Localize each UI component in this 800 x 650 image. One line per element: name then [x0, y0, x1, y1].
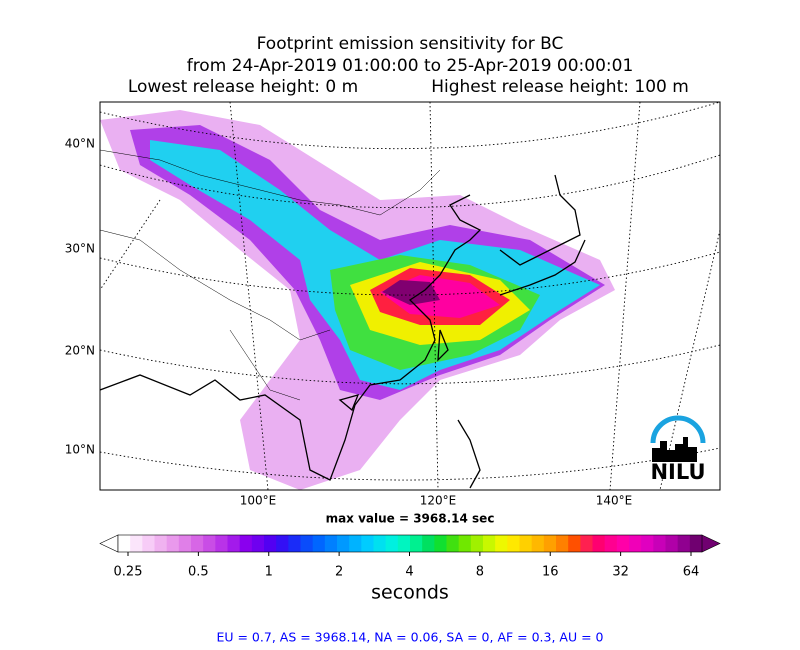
colorbar-swatch	[580, 535, 593, 552]
colorbar-swatch	[616, 535, 630, 552]
release-high: Highest release height: 100 m	[431, 77, 689, 97]
colorbar-swatch	[324, 535, 338, 552]
colorbar-swatch	[142, 535, 155, 552]
colorbar: 0.25 0.5 1 2 4 8 16 32 64	[99, 534, 721, 580]
colorbar-swatch	[130, 535, 143, 552]
colorbar-swatch	[300, 535, 314, 552]
colorbar-tick-label: 8	[476, 565, 484, 580]
colorbar-swatch	[641, 535, 654, 552]
colorbar-swatch	[118, 535, 131, 552]
colorbar-swatch	[337, 535, 350, 552]
lat-label: 20°N	[65, 344, 95, 358]
colorbar-extend	[701, 534, 721, 553]
colorbar-swatch	[507, 535, 520, 552]
colorbar-swatch	[215, 535, 228, 552]
colorbar-swatch	[543, 535, 557, 552]
colorbar-swatch	[458, 535, 472, 552]
colorbar-swatch	[191, 535, 204, 552]
colorbar-swatch	[653, 535, 666, 552]
colorbar-extend	[99, 534, 119, 553]
graticule	[100, 102, 720, 490]
colorbar-swatch	[519, 535, 533, 552]
colorbar-swatch	[178, 535, 192, 552]
release-low: Lowest release height: 0 m	[128, 77, 358, 97]
colorbar-tick-label: 16	[542, 565, 559, 580]
colorbar-swatch	[604, 535, 618, 552]
colorbar-swatch	[264, 535, 277, 552]
lon-label: 120°E	[420, 494, 457, 508]
colorbar-swatch	[312, 535, 326, 552]
colorbar-label: seconds	[371, 582, 449, 604]
colorbar-swatch	[446, 535, 460, 552]
colorbar-tick-label: 1	[265, 565, 273, 580]
logo: NILU	[650, 415, 706, 484]
colorbar-swatch	[410, 535, 423, 552]
colorbar-swatch	[385, 535, 399, 552]
colorbar-tick-label: 0.25	[114, 565, 143, 580]
coastlines	[100, 174, 586, 489]
colorbar-swatch	[288, 535, 301, 552]
colorbar-swatch	[166, 535, 180, 552]
title: Footprint emission sensitivity for BC	[257, 34, 564, 54]
colorbar-tick-label: 4	[405, 565, 413, 580]
colorbar-swatch	[470, 535, 484, 552]
colorbar-swatch	[689, 535, 703, 552]
colorbar-swatch	[629, 535, 642, 552]
colorbar-swatch	[239, 535, 253, 552]
footer: EU = 0.7, AS = 3968.14, NA = 0.06, SA = …	[216, 630, 603, 645]
lat-label: 30°N	[65, 242, 95, 256]
borders	[100, 149, 441, 401]
colorbar-tick-label: 2	[335, 565, 343, 580]
colorbar-swatch	[556, 535, 569, 552]
colorbar-swatch	[434, 535, 447, 552]
colorbar-swatch	[592, 535, 606, 552]
lat-label: 10°N	[65, 443, 95, 457]
colorbar-swatch	[495, 535, 508, 552]
colorbar-swatch	[203, 535, 216, 552]
max-value: max value = 3968.14 sec	[326, 512, 495, 526]
colorbar-swatch	[227, 535, 241, 552]
colorbar-swatch	[531, 535, 545, 552]
lon-label: 140°E	[596, 494, 633, 508]
colorbar-swatch	[276, 535, 289, 552]
colorbar-swatch	[677, 535, 691, 552]
map-frame	[99, 101, 721, 491]
colorbar-tick-label: 0.5	[188, 565, 209, 580]
colorbar-swatch	[373, 535, 387, 552]
colorbar-swatch	[568, 535, 581, 552]
lat-label: 40°N	[65, 137, 95, 151]
colorbar-swatch	[483, 535, 496, 552]
lon-label: 100°E	[240, 494, 277, 508]
logo-text: NILU	[650, 460, 705, 484]
colorbar-swatch	[361, 535, 374, 552]
subtitle: from 24-Apr-2019 01:00:00 to 25-Apr-2019…	[187, 56, 634, 76]
colorbar-swatch	[349, 535, 362, 552]
colorbar-swatch	[665, 535, 679, 552]
colorbar-tick-label: 64	[683, 565, 700, 580]
colorbar-swatch	[422, 535, 435, 552]
colorbar-swatch	[397, 535, 411, 552]
colorbar-tick-label: 32	[612, 565, 629, 580]
colorbar-swatch	[154, 535, 168, 552]
colorbar-swatch	[251, 535, 265, 552]
plume-core	[382, 280, 440, 305]
map	[100, 102, 720, 490]
